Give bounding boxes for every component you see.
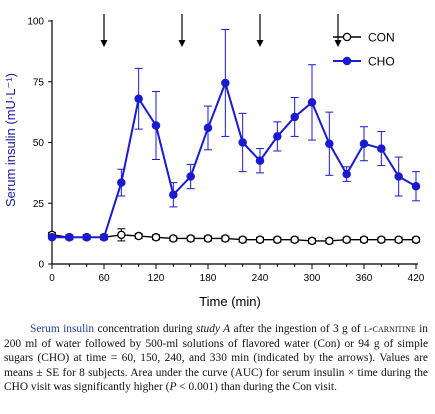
data-point [377, 144, 386, 153]
data-point [411, 235, 421, 244]
series-layer [47, 29, 421, 246]
data-point [359, 235, 369, 244]
data-point [290, 235, 299, 244]
y-tick-label: 100 [27, 17, 44, 28]
caption-text-3: in 200 ml of water followed by 500-ml so… [4, 323, 428, 394]
y-tick-label: 25 [33, 199, 45, 210]
data-point [169, 234, 178, 243]
data-point [325, 139, 334, 148]
caption-text-1: concentration during [94, 323, 196, 335]
data-point [203, 123, 213, 133]
data-point [238, 235, 247, 244]
data-point [307, 236, 317, 246]
x-tick-label: 360 [356, 273, 373, 284]
x-tick-label: 0 [49, 273, 55, 284]
data-point [117, 230, 126, 240]
series-cho [47, 29, 421, 242]
data-point [134, 231, 143, 241]
data-point [65, 233, 74, 242]
caption-text-4: < 0.001) than during the Con visit. [176, 381, 337, 394]
figure-caption: Serum insulin concentration during study… [4, 322, 428, 395]
arrow-head [256, 40, 264, 47]
legend-swatch-marker [342, 32, 352, 42]
data-point [290, 112, 299, 122]
series-line [51, 234, 416, 242]
data-point [221, 234, 230, 243]
data-point [47, 233, 57, 242]
y-tick-label: 0 [38, 260, 44, 271]
data-point [151, 233, 161, 242]
caption-carnitine: l-carnitine [363, 323, 416, 335]
data-point [394, 172, 403, 181]
data-point [307, 98, 317, 107]
data-point [255, 235, 265, 244]
arrow-head [100, 40, 108, 47]
dose-arrows [100, 14, 342, 47]
data-point [359, 139, 369, 148]
x-tick-label: 240 [252, 273, 269, 284]
x-tick-label: 300 [304, 273, 321, 284]
caption-lead: Serum insulin [30, 323, 95, 335]
data-point [411, 181, 421, 191]
y-axis-title: Serum insulin (mU·L⁻¹) [3, 73, 18, 207]
series-line [52, 79, 417, 239]
x-tick-label: 420 [408, 273, 425, 284]
caption-study: study A [195, 323, 231, 335]
x-tick-label: 180 [200, 273, 217, 284]
data-point [342, 169, 351, 179]
data-point [134, 94, 143, 104]
data-point [394, 235, 403, 244]
legend-label: CON [368, 31, 395, 45]
insulin-chart: 0 25 50 75 100 0 60 120 180 240 300 360 420 CON CHO T… [3, 14, 425, 309]
data-point [255, 156, 265, 165]
x-tick-label: 120 [148, 273, 165, 284]
y-tick-label: 75 [33, 77, 45, 88]
data-point [342, 235, 351, 244]
x-tick-label: 60 [98, 273, 110, 284]
data-point [186, 172, 195, 181]
x-axis-title: Time (min) [199, 294, 261, 309]
legend: CON CHO [333, 31, 395, 69]
data-point [82, 233, 91, 242]
data-point [221, 78, 230, 88]
axes: 0 25 50 75 100 0 60 120 180 240 300 360 420 [27, 17, 424, 285]
data-point [169, 190, 178, 199]
data-point [377, 235, 386, 244]
data-point [273, 235, 282, 244]
arrow-head [178, 40, 186, 47]
data-point [186, 234, 195, 243]
data-point [203, 234, 213, 243]
caption-p: P [169, 381, 177, 394]
data-point [117, 178, 126, 187]
caption-text-2: after the ingestion of 3 g of [230, 323, 364, 335]
legend-label: CHO [368, 55, 395, 69]
data-point [99, 233, 109, 242]
arrow-head [334, 40, 342, 47]
data-point [273, 132, 282, 141]
data-point [151, 121, 161, 130]
data-point [238, 138, 247, 147]
legend-swatch-marker [342, 56, 352, 66]
data-point [325, 236, 334, 246]
y-tick-label: 50 [33, 138, 45, 149]
